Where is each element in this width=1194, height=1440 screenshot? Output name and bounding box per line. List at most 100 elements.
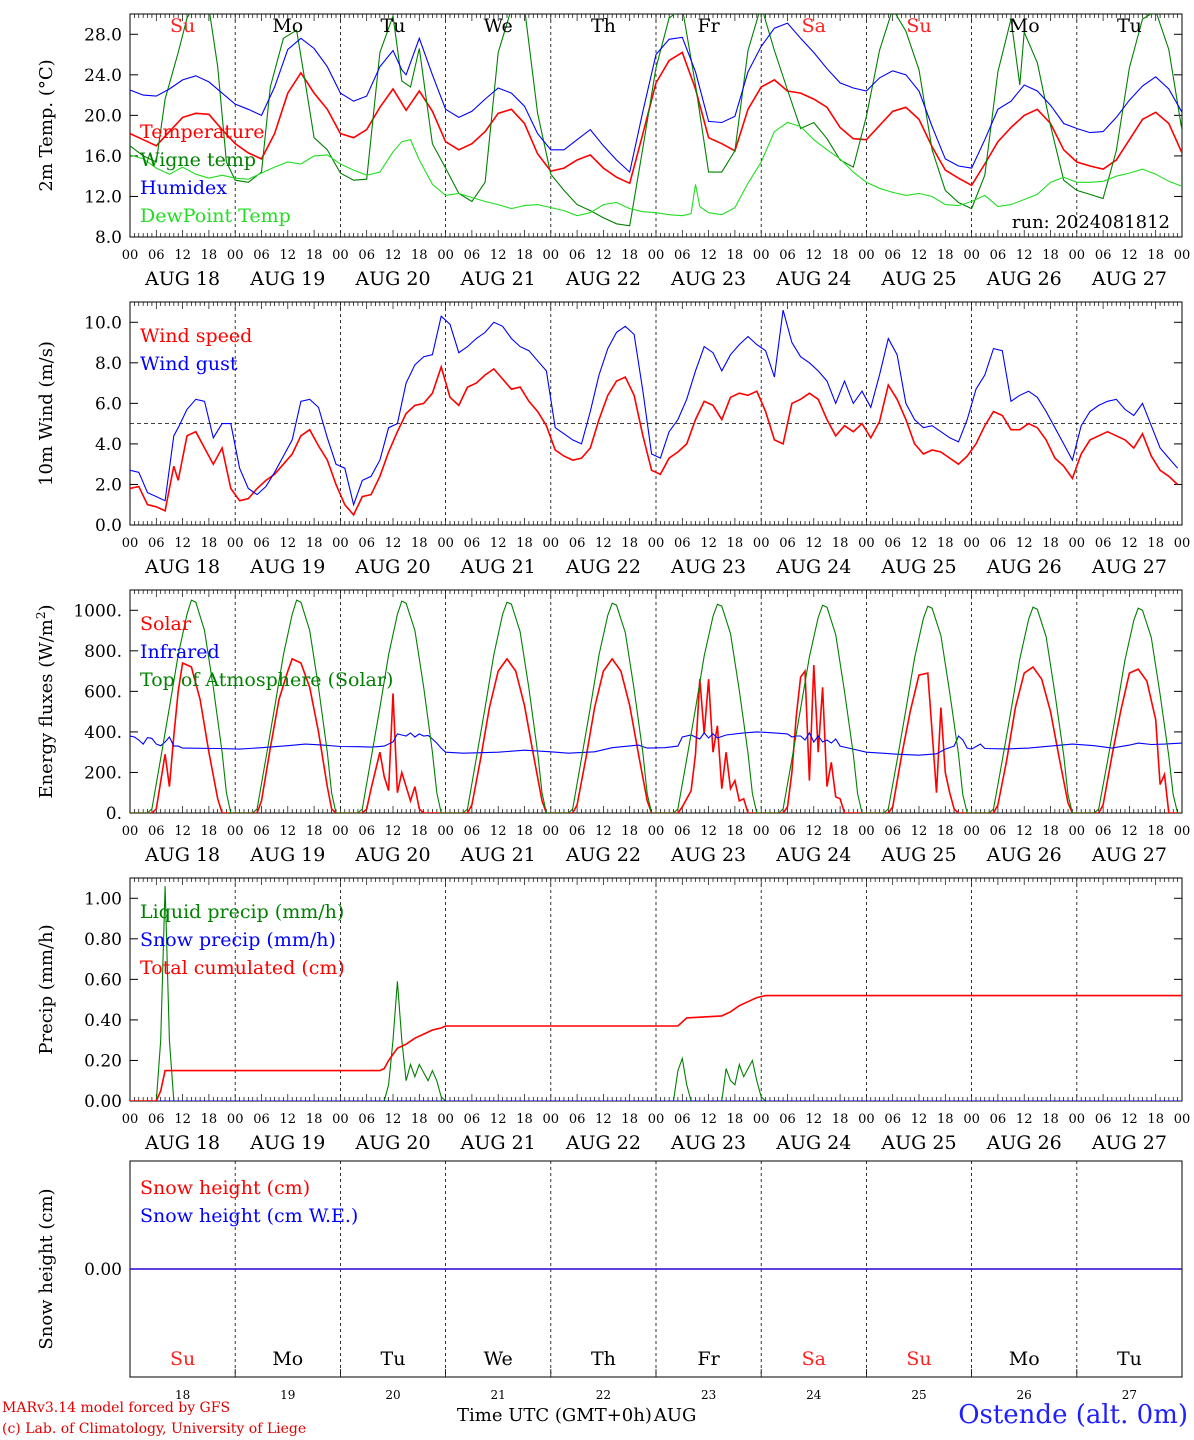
date-label: AUG 24 [775, 844, 851, 866]
y-axis-label: 10m Wind (m/s) [36, 341, 57, 486]
hour-tick-label: 18 [832, 248, 849, 263]
day-of-week-label: Su [906, 1348, 931, 1370]
day-of-week-label: Tu [381, 15, 406, 37]
hour-tick-label: 06 [779, 824, 796, 839]
y-tick-label: 28.0 [84, 25, 122, 45]
hour-tick-label: 06 [148, 1112, 165, 1127]
date-label: AUG 21 [460, 844, 536, 866]
x-axis-title: Time UTC (GMT+0h) AUG [455, 1405, 696, 1426]
hour-tick-label: 00 [227, 1112, 244, 1127]
hour-tick-label: 12 [280, 536, 297, 551]
y-axis-label-tail: ) [36, 604, 57, 611]
date-label: AUG 20 [354, 268, 430, 290]
date-label: AUG 25 [880, 844, 956, 866]
hour-tick-label: 12 [911, 824, 928, 839]
hour-tick-label: 12 [385, 248, 402, 263]
hour-tick-label: 18 [306, 1112, 323, 1127]
series-line-total-cumulated-cm- [130, 994, 1182, 1101]
day-of-week-label: Mo [272, 1348, 303, 1370]
panel-wind: 0.0 2.0 4.0 6.0 8.0 10.0 10m Wind (m/s) Wind sp… [36, 301, 1190, 578]
date-label: AUG 26 [986, 844, 1062, 866]
date-label: AUG 25 [880, 268, 956, 290]
hour-tick-label: 18 [621, 248, 638, 263]
date-label: AUG 20 [354, 1132, 430, 1154]
hour-tick-label: 06 [779, 1112, 796, 1127]
plot-frame [129, 13, 1183, 238]
day-of-week-label: Sa [802, 15, 826, 37]
y-tick-label: 6.0 [95, 394, 122, 414]
plot-frame [129, 301, 1183, 526]
date-label: AUG 21 [460, 1132, 536, 1154]
hour-tick-label: 12 [911, 248, 928, 263]
hour-tick-label: 12 [280, 1112, 297, 1127]
hour-tick-label: 06 [884, 1112, 901, 1127]
hour-tick-label: 12 [1121, 248, 1138, 263]
hour-tick-label: 00 [122, 824, 139, 839]
hour-tick-label: 18 [727, 824, 744, 839]
hour-tick-label: 00 [963, 1112, 980, 1127]
hour-tick-label: 12 [700, 248, 717, 263]
y-tick-label: 4.0 [95, 435, 122, 455]
run-annotation: run: 2024081812 [1012, 212, 1170, 233]
hour-tick-label: 00 [122, 248, 139, 263]
hour-tick-label: 06 [990, 248, 1007, 263]
hour-tick-label: 06 [464, 1112, 481, 1127]
day-of-week-label: Mo [1009, 15, 1040, 37]
date-label: AUG 19 [249, 268, 325, 290]
y-tick-label: 0.00 [84, 1260, 122, 1280]
day-number-label: 19 [280, 1388, 295, 1402]
hour-tick-label: 06 [253, 1112, 270, 1127]
hour-tick-label: 18 [201, 1112, 218, 1127]
panel-energy: 0. 200. 400. 600. 800. 1000. Energy fluxes (W/… [34, 589, 1190, 866]
day-of-week-label: Su [906, 15, 931, 37]
day-of-week-label: Su [170, 1348, 195, 1370]
date-label: AUG 26 [986, 268, 1062, 290]
date-label: AUG 18 [144, 268, 220, 290]
hour-tick-label: 18 [621, 536, 638, 551]
hour-tick-label: 12 [174, 824, 191, 839]
hour-tick-label: 06 [990, 1112, 1007, 1127]
hour-tick-label: 00 [543, 824, 560, 839]
hour-tick-label: 00 [1069, 824, 1086, 839]
hour-tick-label: 12 [490, 248, 507, 263]
hour-tick-label: 00 [963, 536, 980, 551]
hour-tick-label: 12 [174, 1112, 191, 1127]
y-tick-label: 0.0 [95, 516, 122, 536]
date-label: AUG 27 [1091, 1132, 1167, 1154]
legend-entry: Liquid precip (mm/h) [140, 901, 344, 923]
hour-tick-label: 18 [1147, 536, 1164, 551]
hour-tick-label: 00 [543, 536, 560, 551]
hour-tick-label: 06 [148, 536, 165, 551]
day-of-week-label: Mo [1009, 1348, 1040, 1370]
hour-tick-label: 12 [1016, 824, 1033, 839]
date-label: AUG 19 [249, 1132, 325, 1154]
y-tick-label: 1.00 [84, 889, 122, 909]
hour-tick-label: 00 [1174, 248, 1191, 263]
series-line-infrared [130, 731, 1182, 756]
day-of-week-label: We [484, 1348, 513, 1370]
hour-tick-label: 12 [1121, 536, 1138, 551]
y-axis-label: 2m Temp. (°C) [36, 59, 57, 191]
date-label: AUG 22 [565, 844, 641, 866]
legend-entry: Wind gust [140, 353, 238, 375]
date-label: AUG 27 [1091, 268, 1167, 290]
day-number-label: 23 [701, 1388, 716, 1402]
hour-tick-label: 06 [464, 248, 481, 263]
hour-tick-label: 00 [648, 1112, 665, 1127]
legend-entry: Total cumulated (cm) [140, 957, 345, 979]
hour-tick-label: 00 [543, 248, 560, 263]
hour-tick-label: 18 [306, 824, 323, 839]
station-label: Ostende (alt. 0m) [958, 1400, 1188, 1430]
date-label: AUG 22 [565, 1132, 641, 1154]
hour-tick-label: 18 [516, 1112, 533, 1127]
hour-tick-label: 18 [937, 248, 954, 263]
y-tick-label: 200. [84, 763, 122, 783]
hour-tick-label: 00 [753, 248, 770, 263]
day-number-label: 21 [491, 1388, 506, 1402]
y-tick-label: 0.00 [84, 1092, 122, 1112]
hour-tick-label: 06 [358, 248, 375, 263]
day-of-week-label: Fr [697, 1348, 720, 1370]
hour-tick-label: 00 [122, 1112, 139, 1127]
y-tick-label: 12.0 [84, 187, 122, 207]
series-line-dewpoint-temp [130, 121, 1182, 217]
